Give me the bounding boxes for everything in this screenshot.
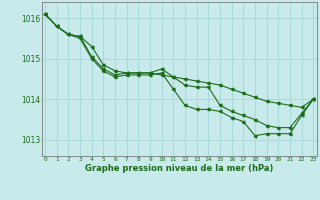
X-axis label: Graphe pression niveau de la mer (hPa): Graphe pression niveau de la mer (hPa)	[85, 164, 273, 173]
